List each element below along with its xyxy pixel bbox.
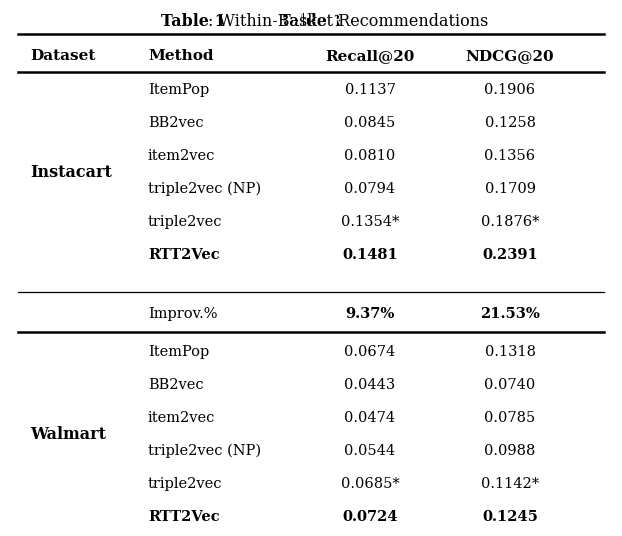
Text: Table 1: Within-Basket Recommendations: Table 1: Within-Basket Recommendations xyxy=(141,13,481,31)
Text: 0.0443: 0.0443 xyxy=(345,378,396,392)
Text: 0.1137: 0.1137 xyxy=(345,83,396,97)
Text: triple2vec (NP): triple2vec (NP) xyxy=(148,182,261,196)
Text: 0.0794: 0.0794 xyxy=(345,182,396,196)
Text: 0.0674: 0.0674 xyxy=(345,345,396,359)
Text: triple2vec: triple2vec xyxy=(148,477,223,491)
Text: BB2vec: BB2vec xyxy=(148,116,203,130)
Text: 0.0845: 0.0845 xyxy=(345,116,396,130)
Text: ItemPop: ItemPop xyxy=(148,345,209,359)
Text: Walmart: Walmart xyxy=(30,426,106,443)
Text: 0.0988: 0.0988 xyxy=(485,444,536,458)
Text: 0.0544: 0.0544 xyxy=(345,444,396,458)
Text: NDCG@20: NDCG@20 xyxy=(466,49,554,63)
Text: item2vec: item2vec xyxy=(148,411,215,425)
Text: 0.1245: 0.1245 xyxy=(482,510,538,524)
Text: 0.0724: 0.0724 xyxy=(342,510,397,524)
Text: Improv.%: Improv.% xyxy=(148,307,218,321)
Text: RTT2Vec: RTT2Vec xyxy=(148,248,220,262)
Text: Table 1: Table 1 xyxy=(279,13,343,31)
Text: Recall@20: Recall@20 xyxy=(325,49,415,63)
Text: 0.0785: 0.0785 xyxy=(485,411,536,425)
Text: 0.0685*: 0.0685* xyxy=(341,477,399,491)
Text: 0.1354*: 0.1354* xyxy=(341,215,399,229)
Text: 0.1709: 0.1709 xyxy=(485,182,536,196)
Text: Dataset: Dataset xyxy=(30,49,95,63)
Text: ItemPop: ItemPop xyxy=(148,83,209,97)
Text: 0.1318: 0.1318 xyxy=(485,345,536,359)
Text: 0.1906: 0.1906 xyxy=(485,83,536,97)
Text: 9.37%: 9.37% xyxy=(345,307,395,321)
Text: 0.2391: 0.2391 xyxy=(482,248,538,262)
Text: 0.0740: 0.0740 xyxy=(485,378,536,392)
Text: RTT2Vec: RTT2Vec xyxy=(148,510,220,524)
Text: Table 1: Table 1 xyxy=(161,13,226,31)
Text: 0.1258: 0.1258 xyxy=(485,116,536,130)
Text: BB2vec: BB2vec xyxy=(148,378,203,392)
Text: 0.1481: 0.1481 xyxy=(342,248,398,262)
Text: triple2vec: triple2vec xyxy=(148,215,223,229)
Text: : Within-Basket Recommendations: : Within-Basket Recommendations xyxy=(208,13,488,31)
Text: 0.0810: 0.0810 xyxy=(345,149,396,163)
Text: Method: Method xyxy=(148,49,213,63)
Text: 0.0474: 0.0474 xyxy=(345,411,396,425)
Text: 0.1142*: 0.1142* xyxy=(481,477,539,491)
Text: item2vec: item2vec xyxy=(148,149,215,163)
Text: 0.1356: 0.1356 xyxy=(485,149,536,163)
Text: triple2vec (NP): triple2vec (NP) xyxy=(148,444,261,458)
Text: 21.53%: 21.53% xyxy=(480,307,540,321)
Text: 0.1876*: 0.1876* xyxy=(481,215,539,229)
Text: Instacart: Instacart xyxy=(30,164,112,181)
